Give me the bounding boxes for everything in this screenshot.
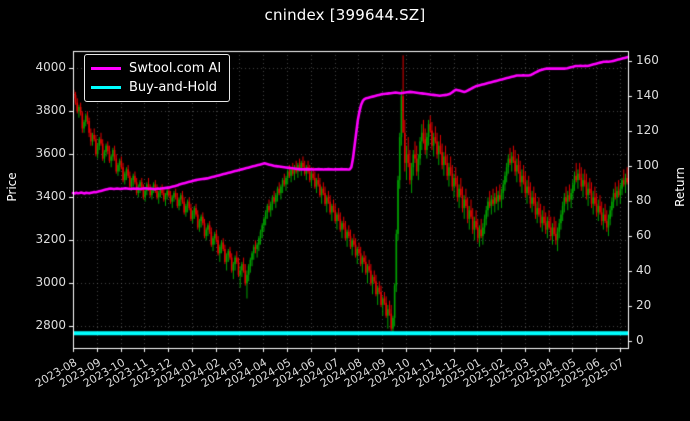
y-tick-right: 120 <box>636 123 659 138</box>
y-tick-right: 40 <box>636 263 652 278</box>
chart-title: cnindex [399644.SZ] <box>264 6 426 24</box>
y-tick-left: 3400 <box>35 189 66 204</box>
legend-item-ai[interactable]: Swtool.com AI <box>91 59 221 78</box>
y-tick-right: 100 <box>636 158 659 173</box>
y-tick-right: 160 <box>636 53 659 68</box>
y-tick-left: 4000 <box>35 60 66 75</box>
legend-item-buy-and-hold[interactable]: Buy-and-Hold <box>91 78 221 97</box>
y-axis-label-price: Price <box>5 172 19 202</box>
y-tick-left: 3200 <box>35 232 66 247</box>
y-tick-right: 0 <box>636 333 644 347</box>
chart-legend: Swtool.com AI Buy-and-Hold <box>84 54 231 102</box>
legend-swatch-ai-line <box>91 67 121 70</box>
y-tick-right: 140 <box>636 88 659 103</box>
legend-label-buy-and-hold: Buy-and-Hold <box>129 80 218 95</box>
y-tick-left: 3000 <box>35 275 66 290</box>
legend-label-ai: Swtool.com AI <box>129 61 222 76</box>
y-tick-left: 3800 <box>35 103 66 118</box>
y-tick-right: 60 <box>636 228 652 243</box>
y-tick-left: 3600 <box>35 146 66 161</box>
y-tick-right: 20 <box>636 298 652 313</box>
y-tick-left: 2800 <box>35 318 66 333</box>
y-tick-right: 80 <box>636 193 652 208</box>
legend-swatch-buy-and-hold-line <box>91 86 121 89</box>
